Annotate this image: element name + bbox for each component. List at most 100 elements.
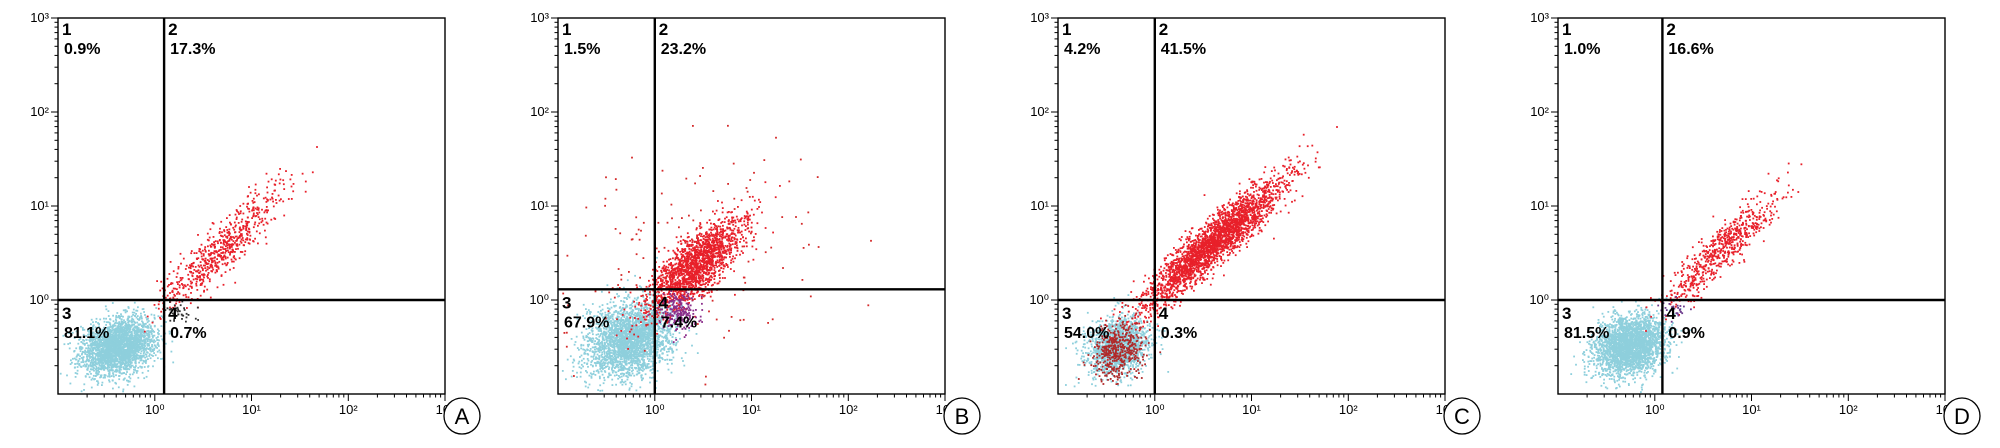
- event-dot: [235, 248, 237, 250]
- event-dot: [142, 359, 145, 362]
- event-dot: [623, 346, 625, 348]
- event-dot: [91, 342, 93, 345]
- event-dot: [640, 376, 643, 379]
- event-dot: [112, 346, 114, 349]
- event-dot: [82, 365, 85, 367]
- event-dot: [87, 346, 90, 349]
- event-dot: [626, 349, 629, 351]
- event-dot: [96, 353, 98, 355]
- event-dot: [659, 341, 662, 344]
- event-dot: [637, 342, 640, 345]
- event-dot: [221, 263, 224, 266]
- event-dot: [198, 272, 201, 274]
- event-dot: [695, 333, 698, 335]
- event-dot: [254, 188, 257, 191]
- event-dot: [220, 252, 223, 254]
- event-dot: [134, 339, 137, 342]
- event-dot: [136, 334, 139, 337]
- event-dot: [134, 314, 136, 317]
- event-dot: [62, 334, 65, 337]
- event-dot: [613, 311, 616, 314]
- event-dot: [110, 362, 113, 364]
- event-dot: [144, 347, 147, 350]
- event-dot: [104, 376, 106, 379]
- event-dot: [119, 332, 121, 334]
- event-dot: [642, 321, 645, 323]
- event-dot: [125, 361, 128, 364]
- event-dot: [175, 302, 177, 305]
- event-dot: [171, 282, 174, 285]
- event-dot: [168, 273, 171, 275]
- event-dot: [100, 357, 102, 359]
- event-dot: [118, 317, 121, 320]
- event-dot: [582, 357, 585, 360]
- event-dot: [111, 327, 114, 330]
- event-dot: [258, 211, 261, 214]
- event-dot: [234, 241, 236, 244]
- event-dot: [608, 361, 611, 364]
- event-dot: [669, 309, 672, 312]
- event-dot: [143, 351, 146, 353]
- event-dot: [212, 243, 214, 246]
- event-dot: [637, 309, 640, 312]
- event-dot: [616, 293, 618, 295]
- event-dot: [623, 320, 626, 323]
- event-dot: [103, 338, 105, 341]
- event-dot: [146, 330, 149, 332]
- event-dot: [84, 342, 86, 345]
- event-dot: [208, 278, 211, 281]
- event-dot: [115, 332, 118, 334]
- event-dot: [580, 363, 583, 366]
- event-dot: [632, 331, 635, 333]
- event-dot: [172, 270, 175, 273]
- event-dot: [639, 317, 642, 319]
- event-dot: [655, 329, 658, 332]
- event-dot: [597, 343, 600, 346]
- event-dot: [126, 357, 129, 360]
- event-dot: [160, 335, 163, 338]
- event-dot: [86, 357, 89, 360]
- event-dot: [78, 364, 81, 366]
- event-dot: [618, 307, 621, 309]
- event-dot: [629, 326, 632, 329]
- event-dot: [160, 325, 163, 327]
- event-dot: [249, 234, 252, 237]
- event-dot: [648, 350, 651, 352]
- event-dot: [691, 344, 693, 347]
- event-dot: [214, 240, 217, 243]
- event-dot: [105, 331, 108, 333]
- event-dot: [139, 336, 142, 339]
- event-dot: [647, 338, 649, 341]
- event-dot: [221, 231, 223, 234]
- event-dot: [118, 360, 120, 363]
- event-dot: [603, 348, 606, 351]
- event-dot: [672, 323, 674, 326]
- event-dot: [132, 314, 134, 316]
- event-dot: [221, 258, 223, 261]
- event-dot: [639, 342, 642, 345]
- event-dot: [106, 355, 109, 357]
- event-dot: [104, 359, 107, 362]
- event-dot: [207, 245, 209, 248]
- event-dot: [119, 324, 122, 326]
- event-dot: [90, 334, 93, 337]
- event-dot: [228, 214, 231, 216]
- event-dot: [112, 335, 115, 337]
- event-dot: [620, 375, 623, 378]
- event-dot: [646, 351, 648, 353]
- event-dot: [148, 323, 151, 326]
- event-dot: [227, 240, 229, 243]
- event-dot: [631, 349, 634, 352]
- event-dot: [136, 315, 139, 317]
- event-dot: [245, 226, 248, 229]
- event-dot: [102, 334, 105, 337]
- event-dot: [124, 309, 127, 311]
- event-dot: [631, 370, 633, 373]
- event-dot: [152, 365, 154, 368]
- event-dot: [613, 333, 616, 335]
- event-dot: [88, 352, 91, 355]
- event-dot: [166, 285, 169, 288]
- event-dot: [244, 225, 246, 228]
- event-dot: [645, 366, 648, 369]
- event-dot: [646, 314, 649, 317]
